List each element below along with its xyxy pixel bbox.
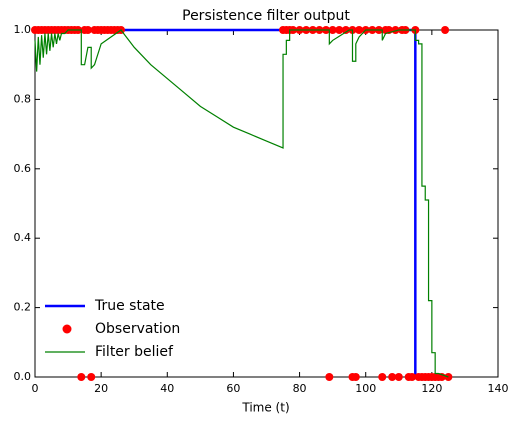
x-tick-label: 120 bbox=[421, 382, 442, 395]
point bbox=[355, 26, 364, 34]
point bbox=[77, 373, 86, 381]
x-tick-label: 100 bbox=[355, 382, 376, 395]
point bbox=[388, 373, 397, 381]
legend-label: Observation bbox=[95, 321, 180, 337]
x-tick-label: 140 bbox=[488, 382, 509, 395]
x-axis-label: Time (t) bbox=[241, 401, 289, 415]
point bbox=[351, 373, 360, 381]
y-tick-label: 0.2 bbox=[14, 301, 32, 314]
point bbox=[328, 26, 337, 34]
point bbox=[341, 26, 350, 34]
x-tick-label: 60 bbox=[226, 382, 240, 395]
x-tick-label: 0 bbox=[32, 382, 39, 395]
y-tick-label: 0.0 bbox=[14, 370, 32, 383]
y-tick-label: 0.4 bbox=[14, 231, 32, 244]
point bbox=[335, 26, 344, 34]
x-tick-label: 20 bbox=[94, 382, 108, 395]
x-tick-label: 40 bbox=[160, 382, 174, 395]
y-tick-label: 0.8 bbox=[14, 92, 32, 105]
y-tick-label: 0.6 bbox=[14, 162, 32, 175]
y-tick-label: 1.0 bbox=[14, 23, 32, 36]
x-tick-label: 80 bbox=[293, 382, 307, 395]
point bbox=[378, 373, 387, 381]
legend-label: True state bbox=[94, 298, 165, 314]
point bbox=[325, 373, 334, 381]
point bbox=[394, 373, 403, 381]
point bbox=[441, 26, 450, 34]
point bbox=[408, 373, 417, 381]
line bbox=[34, 29, 449, 378]
point bbox=[83, 26, 92, 34]
legend-label: Filter belief bbox=[95, 344, 174, 360]
chart-title: Persistence filter output bbox=[182, 8, 350, 24]
legend-marker bbox=[62, 324, 72, 334]
point bbox=[87, 373, 96, 381]
